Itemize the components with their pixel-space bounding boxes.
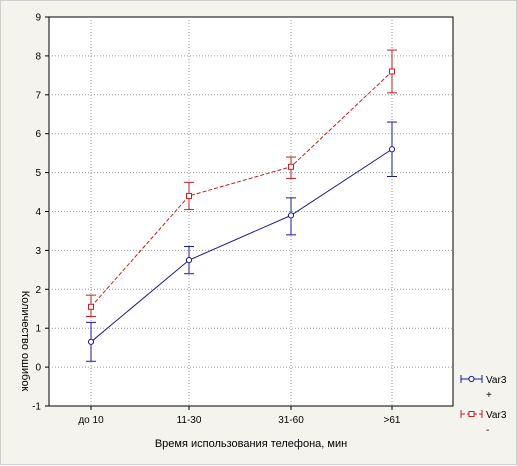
legend-label-var3-plus: Var3 (486, 375, 507, 386)
y-tick-label: 6 (35, 129, 41, 140)
y-tick-label: 1 (35, 324, 41, 335)
y-tick-label: 4 (35, 207, 41, 218)
series-layer (86, 49, 397, 362)
data-point-var3-minus (389, 68, 395, 75)
data-point-var3-minus (288, 163, 294, 170)
y-tick-label: 5 (35, 168, 41, 179)
data-point-var3-plus (287, 212, 295, 219)
data-point-var3-plus (388, 146, 396, 153)
y-tick-label: -1 (32, 402, 41, 413)
x-tick-label: 11-30 (177, 415, 202, 426)
x-tick-label: 31-60 (278, 415, 304, 426)
legend: Var3 + Var3 - (460, 375, 507, 436)
x-tick-label: >61 (384, 415, 401, 426)
legend-label-var3-minus: Var3 (486, 410, 507, 421)
legend-marker-var3-plus (468, 375, 475, 383)
x-tick-label: до 10 (78, 415, 104, 426)
x-axis-label: Время использования телефона, мин (155, 438, 347, 450)
axis-ticks: -1 0 1 2 3 4 5 6 7 8 9 до 10 11-30 31-60 >61 (32, 13, 401, 427)
legend-sign-var3-plus: + (486, 390, 492, 401)
legend-marker-var3-minus (468, 411, 475, 417)
y-tick-label: 9 (35, 13, 41, 24)
y-tick-label: 7 (35, 90, 41, 101)
grid-lines (49, 17, 453, 406)
series-line-var3-plus (90, 148, 393, 343)
y-tick-label: 2 (35, 285, 41, 296)
y-axis-label: Количество ошибок (19, 291, 31, 392)
data-point-var3-minus (88, 303, 94, 310)
data-point-var3-minus (186, 192, 192, 199)
y-tick-label: 3 (35, 246, 41, 257)
data-point-var3-plus (87, 338, 95, 345)
data-point-var3-plus (185, 257, 193, 264)
y-tick-label: 8 (35, 51, 41, 62)
series-line-var3-minus (90, 71, 393, 308)
y-tick-label: 0 (35, 363, 41, 374)
legend-sign-var3-minus: - (486, 425, 489, 436)
